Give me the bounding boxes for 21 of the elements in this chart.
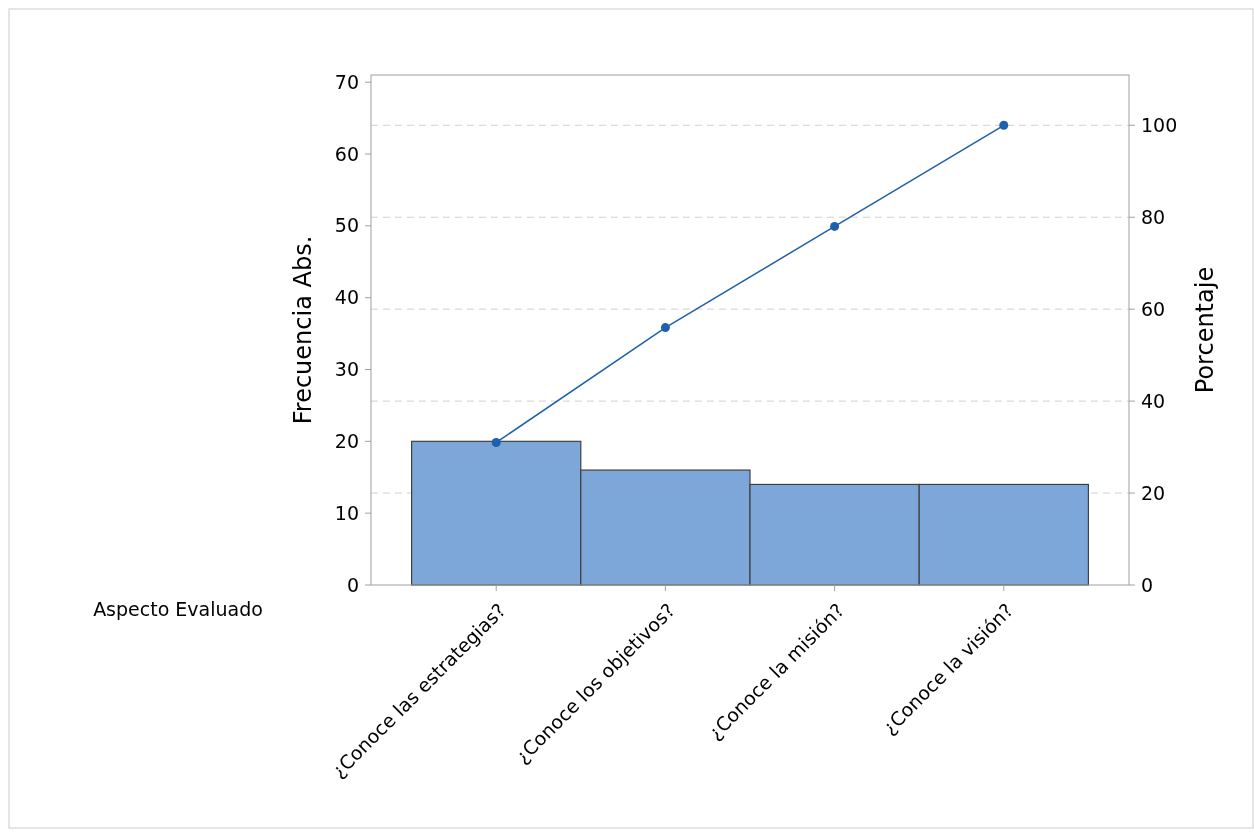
point (999, 120, 1009, 130)
y2-tick-label: 60 (1141, 297, 1166, 320)
y-tick-label: 50 (334, 214, 359, 237)
y2-axis-title: Porcentaje (1191, 266, 1219, 394)
y-tick-label: 20 (334, 429, 359, 452)
point (491, 437, 501, 447)
y2-tick-label: 0 (1141, 573, 1154, 596)
point (830, 221, 840, 231)
y2-tick-label: 80 (1141, 205, 1166, 228)
point (660, 323, 670, 333)
y2-tick-label: 40 (1141, 389, 1166, 412)
y-tick-label: 30 (334, 358, 359, 381)
y-tick-label: 60 (334, 142, 359, 165)
x-axis-title: Aspecto Evaluado (93, 598, 263, 620)
y-axis-title: Frecuencia Abs. (289, 235, 317, 425)
y-tick-label: 70 (334, 70, 359, 93)
y2-tick-label: 100 (1141, 113, 1178, 136)
y-tick-label: 10 (334, 501, 359, 524)
y-tick-label: 0 (346, 573, 359, 596)
y2-tick-label: 20 (1141, 481, 1166, 504)
y-tick-label: 40 (334, 286, 359, 309)
